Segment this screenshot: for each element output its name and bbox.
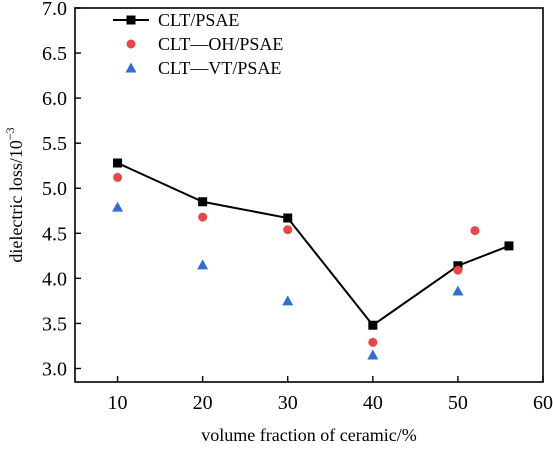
clt-vt-psae-point [282,295,294,306]
y-tick-label: 5.0 [42,178,67,200]
clt-psae-point [283,213,293,223]
legend-clt-vt-psae-label: CLT—VT/PSAE [158,58,281,78]
y-tick-label: 6.5 [42,43,67,65]
legend-clt-psae-marker [126,15,136,25]
y-tick-label: 4.0 [42,268,67,290]
x-tick-label: 20 [193,392,213,414]
clt-psae-line [117,162,510,327]
clt-oh-psae-point [368,337,378,347]
legend-clt-oh-psae-marker [126,39,136,49]
y-tick-label: 3.5 [42,313,67,335]
x-tick-label: 60 [533,392,553,414]
y-tick-label: 7.0 [42,0,67,20]
clt-oh-psae-point [470,226,480,236]
x-axis-label: volume fraction of ceramic/% [201,425,416,445]
y-tick-label: 6.0 [42,88,67,110]
y-axis-label-exponent: −3 [3,127,17,140]
clt-psae-point [198,197,208,207]
legend-clt-oh-psae-label: CLT—OH/PSAE [158,34,283,54]
y-tick-label: 5.5 [42,133,67,155]
clt-vt-psae-point [112,201,124,212]
clt-psae-point [368,320,378,330]
clt-oh-psae-point [453,265,463,275]
clt-psae-point [453,261,463,271]
x-tick-label: 10 [108,392,128,414]
legend-clt-psae-label: CLT/PSAE [158,10,239,30]
clt-oh-psae-point [283,225,293,235]
clt-psae-point [504,241,514,251]
clt-vt-psae-point [197,259,209,270]
legend-clt-vt-psae-marker [125,62,137,73]
plot-frame [74,7,544,383]
x-tick-label: 30 [278,392,298,414]
clt-oh-psae-point [113,172,123,182]
clt-psae-point [113,158,123,168]
clt-vt-psae-point [367,349,379,360]
clt-vt-psae-point [452,285,464,296]
y-tick-label: 3.0 [42,358,67,380]
x-tick-label: 50 [448,392,468,414]
y-axis-label-main: dielectric loss/10 [6,140,26,262]
y-tick-label: 4.5 [42,223,67,245]
x-tick-label: 40 [363,392,383,414]
y-axis-label: dielectric loss/10−3 [3,127,26,262]
clt-oh-psae-point [198,212,208,222]
